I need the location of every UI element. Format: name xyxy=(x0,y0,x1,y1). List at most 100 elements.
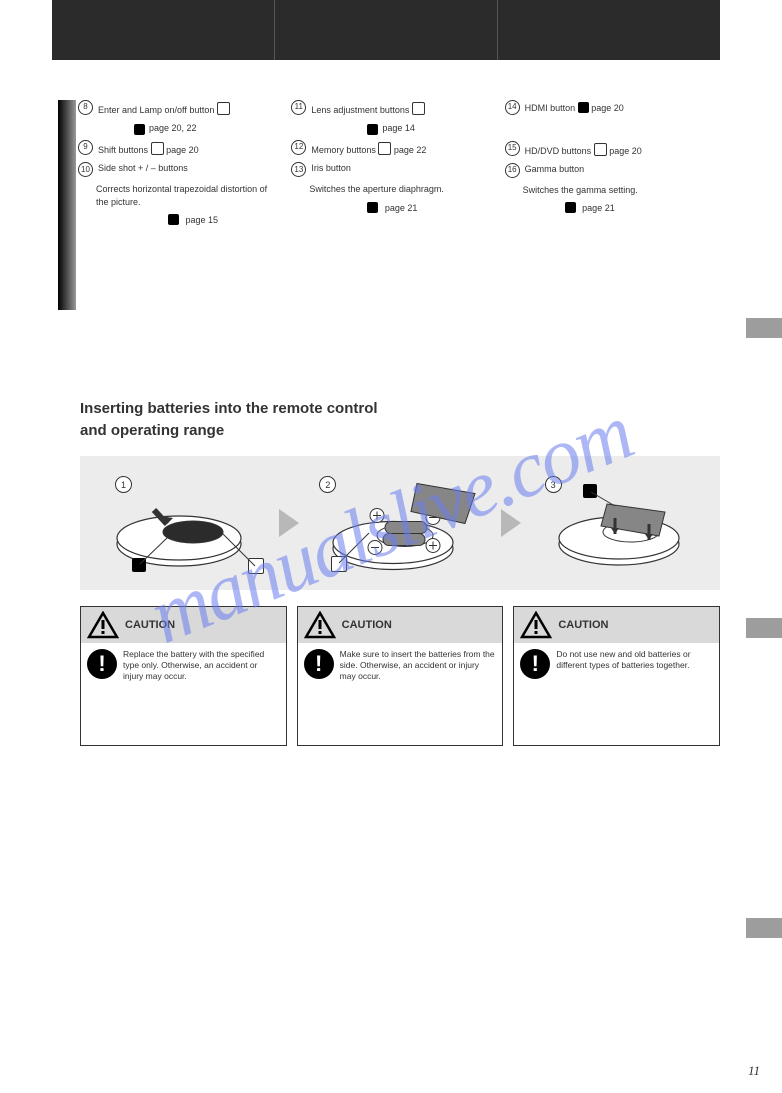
page-ref-icon xyxy=(412,102,425,115)
item-text: HDMI button page 20 xyxy=(525,100,708,114)
mandatory-icon: ! xyxy=(87,649,117,679)
feature-item: 12 Memory buttons page 22 xyxy=(291,140,494,156)
item-description: Switches the aperture diaphragm. xyxy=(291,183,494,195)
top-tabbar xyxy=(52,0,720,60)
caution-header: CAUTION xyxy=(298,607,503,643)
caution-body: ! Do not use new and old batteries or di… xyxy=(514,643,719,685)
feature-column: 11 Lens adjustment buttons page 14 12 Me… xyxy=(291,100,504,226)
feature-item: 14 HDMI button page 20 xyxy=(505,100,708,115)
item-text: Memory buttons page 22 xyxy=(311,140,494,156)
mandatory-icon: ! xyxy=(304,649,334,679)
page-ref-icon xyxy=(594,143,607,156)
page: manualslive.com 8 Enter and Lamp on/off … xyxy=(0,0,782,1093)
caution-header: CAUTION xyxy=(514,607,719,643)
feature-item: 10 Side shot + / – buttons xyxy=(78,162,281,177)
item-text: Side shot + / – buttons xyxy=(98,162,281,174)
tabbar-cell xyxy=(52,0,274,60)
callout-marker-black xyxy=(132,558,146,572)
page-ref-icon xyxy=(151,142,164,155)
item-text: Iris button xyxy=(311,162,494,174)
feature-item: 16 Gamma button xyxy=(505,163,708,178)
item-number: 9 xyxy=(78,140,93,155)
item-text: Gamma button xyxy=(525,163,708,175)
step-cell: 2 xyxy=(301,456,498,590)
page-ref-text: page 21 xyxy=(385,203,418,213)
steps-illustration: 1 2 xyxy=(80,456,720,590)
side-gradient xyxy=(58,100,76,310)
page-ref-icon-filled xyxy=(367,124,378,135)
page-ref-text: page 15 xyxy=(186,215,219,225)
section-subtitle: and operating range xyxy=(80,422,224,439)
step-arrow-icon xyxy=(279,509,299,537)
page-ref-icon-filled xyxy=(134,124,145,135)
tabbar-cell xyxy=(274,0,497,60)
item-number: 11 xyxy=(291,100,306,115)
item-number: 10 xyxy=(78,162,93,177)
caution-body: ! Make sure to insert the batteries from… xyxy=(298,643,503,688)
item-text: HD/DVD buttons page 20 xyxy=(525,141,708,157)
feature-item: 8 Enter and Lamp on/off button xyxy=(78,100,281,116)
page-ref-text: page 21 xyxy=(582,203,615,213)
step-cell: 1 xyxy=(80,456,277,590)
callout-marker-white xyxy=(331,556,347,572)
feature-subline: page 21 xyxy=(505,200,708,214)
item-number: 16 xyxy=(505,163,520,178)
item-number: 15 xyxy=(505,141,520,156)
feature-subline: page 20, 22 xyxy=(78,122,281,134)
feature-columns: 8 Enter and Lamp on/off button page 20, … xyxy=(78,100,718,226)
feature-subline: page 14 xyxy=(291,122,494,134)
item-description: Switches the gamma setting. xyxy=(505,184,708,196)
caution-label: CAUTION xyxy=(125,619,175,631)
callout-marker-black xyxy=(583,484,597,498)
warning-triangle-icon xyxy=(520,611,552,639)
caution-label: CAUTION xyxy=(342,619,392,631)
warning-triangle-icon xyxy=(304,611,336,639)
page-ref-icon-filled xyxy=(168,214,179,225)
edge-tab xyxy=(746,618,782,638)
step-arrow-icon xyxy=(501,509,521,537)
feature-subline: page 21 xyxy=(291,200,494,214)
item-number: 8 xyxy=(78,100,93,115)
remote-illustration xyxy=(99,478,259,578)
section-title: Inserting batteries into the remote cont… xyxy=(80,400,378,417)
caution-row: CAUTION ! Replace the battery with the s… xyxy=(80,606,720,746)
feature-column: 8 Enter and Lamp on/off button page 20, … xyxy=(78,100,291,226)
page-number: 11 xyxy=(748,1063,760,1079)
page-ref-icon-filled xyxy=(367,202,378,213)
caution-label: CAUTION xyxy=(558,619,608,631)
caution-box: CAUTION ! Do not use new and old batteri… xyxy=(513,606,720,746)
page-ref-icon xyxy=(217,102,230,115)
item-number: 14 xyxy=(505,100,520,115)
item-text: Enter and Lamp on/off button xyxy=(98,100,281,116)
page-ref-text: page 14 xyxy=(382,122,415,134)
feature-item: 15 HD/DVD buttons page 20 xyxy=(505,141,708,157)
edge-tab xyxy=(746,918,782,938)
item-description: Corrects horizontal trapezoidal distorti… xyxy=(78,183,281,207)
item-text: Lens adjustment buttons xyxy=(311,100,494,116)
feature-item: 13 Iris button xyxy=(291,162,494,177)
caution-box: CAUTION ! Replace the battery with the s… xyxy=(80,606,287,746)
caution-text: Do not use new and old batteries or diff… xyxy=(556,649,713,679)
caution-text: Make sure to insert the batteries from t… xyxy=(340,649,497,682)
caution-text: Replace the battery with the specified t… xyxy=(123,649,280,682)
mandatory-icon: ! xyxy=(520,649,550,679)
caution-body: ! Replace the battery with the specified… xyxy=(81,643,286,688)
tabbar-cell xyxy=(497,0,720,60)
page-ref-icon xyxy=(378,142,391,155)
feature-item: 11 Lens adjustment buttons xyxy=(291,100,494,116)
feature-item: 9 Shift buttons page 20 xyxy=(78,140,281,156)
caution-header: CAUTION xyxy=(81,607,286,643)
item-number: 13 xyxy=(291,162,306,177)
feature-subline: page 15 xyxy=(78,212,281,226)
page-ref-icon-filled xyxy=(578,102,589,113)
step-cell: 3 xyxy=(523,456,720,590)
item-number: 12 xyxy=(291,140,306,155)
warning-triangle-icon xyxy=(87,611,119,639)
page-ref-icon-filled xyxy=(565,202,576,213)
item-text: Shift buttons page 20 xyxy=(98,140,281,156)
callout-marker-white xyxy=(248,558,264,574)
feature-column: 14 HDMI button page 20 15 HD/DVD buttons… xyxy=(505,100,718,226)
remote-illustration xyxy=(541,478,701,578)
page-ref-text: page 20, 22 xyxy=(149,122,197,134)
caution-box: CAUTION ! Make sure to insert the batter… xyxy=(297,606,504,746)
